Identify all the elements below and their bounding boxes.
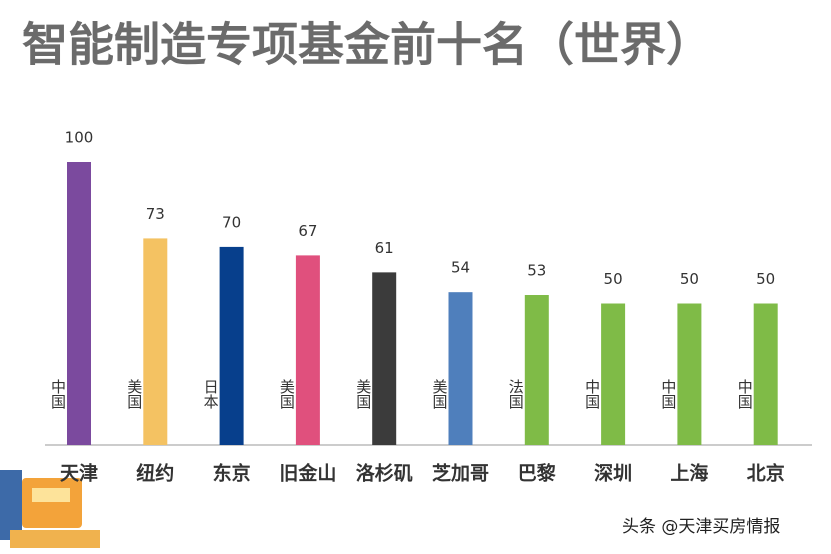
category-label: 天津 (60, 462, 98, 485)
data-label: 50 (756, 270, 775, 288)
data-label: 67 (298, 222, 317, 240)
watermark: 头条 @天津买房情报 (622, 517, 780, 537)
category-label: 芝加哥 (432, 462, 489, 485)
country-label: 法国 (507, 379, 525, 409)
chart-title: 智能制造专项基金前十名（世界） (22, 18, 712, 72)
category-label: 深圳 (594, 462, 632, 485)
data-label: 70 (222, 213, 241, 231)
country-label: 美国 (354, 379, 372, 409)
country-label: 中国 (736, 379, 754, 409)
data-label: 61 (375, 239, 394, 257)
category-label: 洛杉矶 (356, 462, 413, 485)
category-label: 纽约 (136, 462, 174, 485)
country-label: 美国 (431, 379, 449, 409)
category-label: 上海 (670, 462, 708, 485)
country-label: 美国 (125, 379, 143, 409)
decor-icon (0, 470, 100, 548)
category-label: 东京 (213, 462, 251, 485)
bar (448, 292, 473, 445)
category-label: 北京 (747, 462, 785, 485)
data-label: 50 (604, 270, 623, 288)
category-label: 巴黎 (518, 463, 556, 485)
bar (143, 238, 168, 445)
country-label: 美国 (278, 379, 296, 409)
bar (219, 246, 244, 445)
bar (67, 162, 91, 445)
data-label: 73 (146, 205, 165, 223)
bar (677, 303, 702, 445)
country-label: 中国 (49, 379, 67, 409)
country-label: 中国 (583, 379, 601, 409)
data-label: 50 (680, 270, 699, 288)
data-label: 53 (527, 262, 546, 280)
data-label: 54 (451, 259, 470, 277)
bar (524, 295, 549, 445)
bar (295, 255, 320, 445)
bar (753, 303, 778, 445)
data-label: 100 (65, 129, 94, 147)
category-label: 旧金山 (279, 462, 336, 485)
country-label: 中国 (659, 379, 677, 409)
country-label: 日本 (202, 379, 220, 409)
bar (372, 272, 397, 445)
bar (601, 303, 626, 445)
